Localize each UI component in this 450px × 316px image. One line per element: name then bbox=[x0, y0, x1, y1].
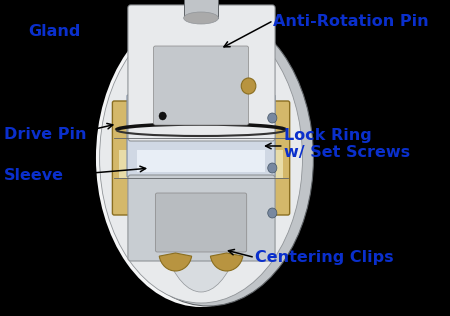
Ellipse shape bbox=[99, 13, 302, 303]
Circle shape bbox=[268, 163, 277, 173]
Ellipse shape bbox=[103, 10, 314, 306]
Bar bbox=[137, 150, 265, 172]
Circle shape bbox=[241, 78, 256, 94]
FancyBboxPatch shape bbox=[155, 193, 247, 252]
Ellipse shape bbox=[151, 24, 251, 292]
Circle shape bbox=[159, 112, 166, 120]
FancyBboxPatch shape bbox=[153, 46, 248, 125]
Wedge shape bbox=[211, 253, 243, 271]
Circle shape bbox=[268, 208, 277, 218]
Text: Sleeve: Sleeve bbox=[4, 168, 64, 183]
Text: Centering Clips: Centering Clips bbox=[255, 250, 394, 265]
Text: Lock Ring
w/ Set Screws: Lock Ring w/ Set Screws bbox=[284, 128, 410, 160]
Ellipse shape bbox=[96, 9, 306, 307]
FancyBboxPatch shape bbox=[128, 175, 275, 261]
Wedge shape bbox=[159, 253, 192, 271]
Bar bbox=[119, 150, 284, 178]
FancyBboxPatch shape bbox=[127, 95, 275, 177]
Ellipse shape bbox=[184, 12, 218, 24]
Text: Gland: Gland bbox=[28, 24, 80, 39]
Circle shape bbox=[268, 113, 277, 123]
FancyBboxPatch shape bbox=[112, 101, 290, 215]
Text: Drive Pin: Drive Pin bbox=[4, 127, 86, 142]
Text: Anti-Rotation Pin: Anti-Rotation Pin bbox=[274, 14, 429, 29]
Bar bbox=[184, 0, 218, 18]
FancyBboxPatch shape bbox=[128, 5, 275, 141]
